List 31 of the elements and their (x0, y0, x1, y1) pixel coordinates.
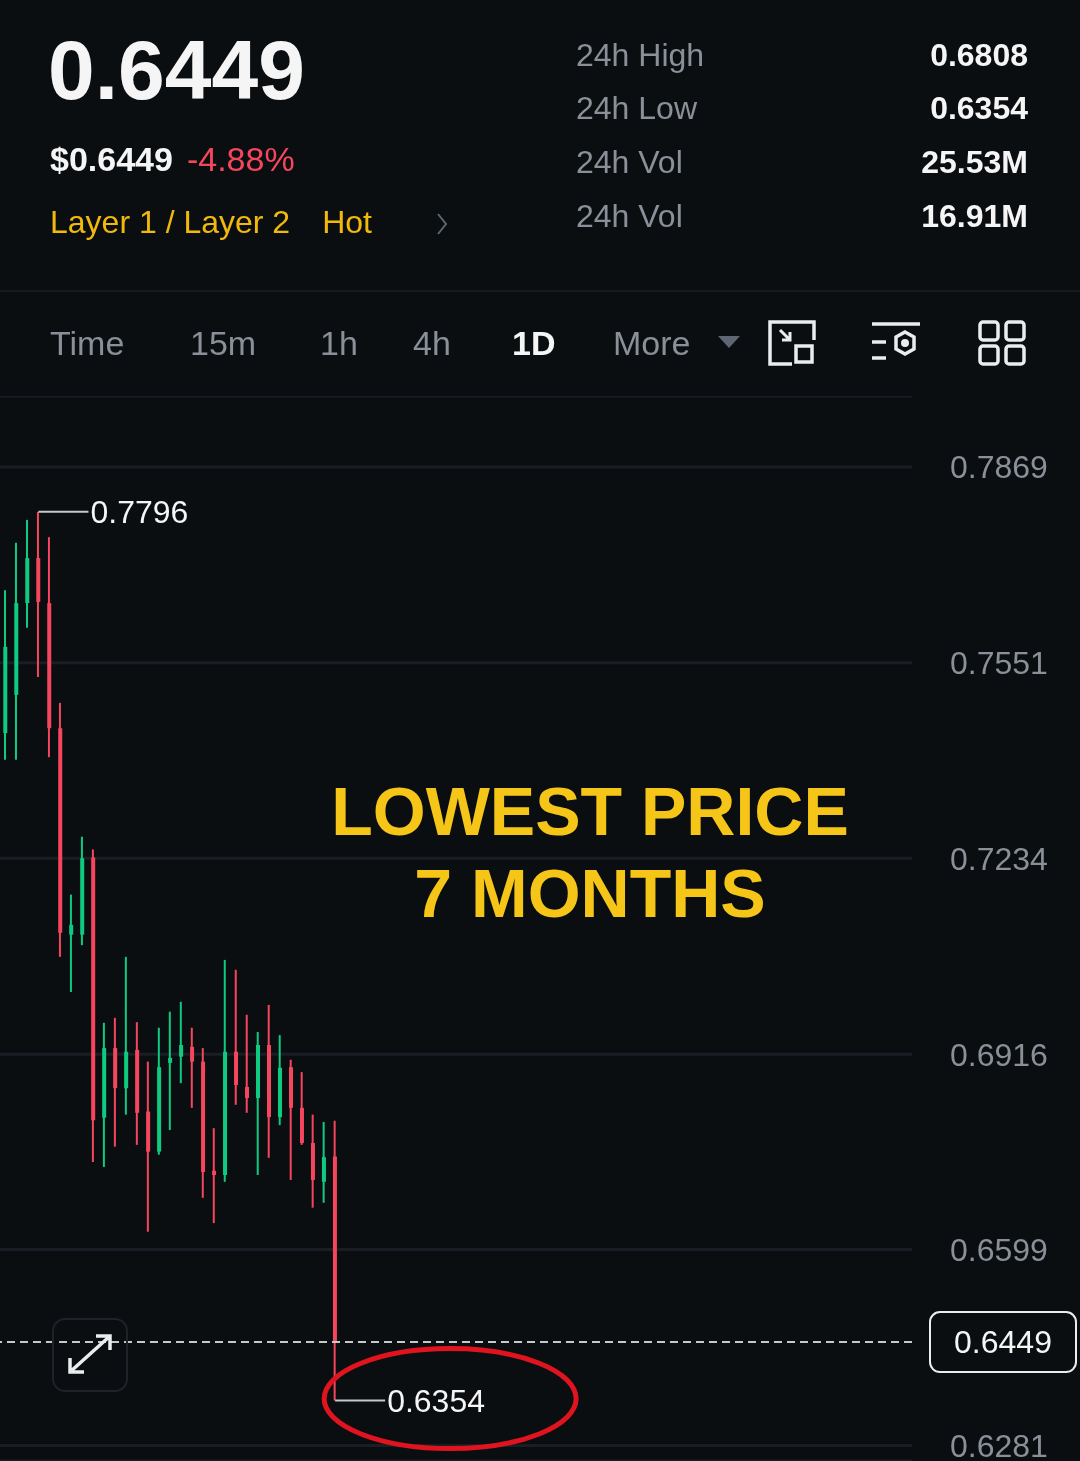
text: -4.88% (186, 140, 295, 178)
text: Hot (322, 204, 372, 240)
annotation: 0.7796 (90, 493, 189, 530)
chart-subtitle: $0.6449 (50, 140, 173, 178)
text: Layer 1 / Layer 2 (50, 204, 291, 240)
y-tick-label: 0.6599 (950, 1231, 1048, 1268)
chart-title: 0.6449 (48, 22, 305, 119)
text: 24h Vol (576, 144, 683, 181)
y-tick-label: 0.6916 (950, 1036, 1048, 1073)
y-tick-label: 0.7234 (950, 840, 1048, 877)
annotation: LOWEST PRICE 7 MONTHS (330, 772, 850, 933)
text: Time (50, 324, 125, 363)
text: 1D (512, 324, 556, 363)
text: 4h (413, 324, 451, 363)
y-tick-label: 0.7551 (950, 645, 1048, 682)
text: 24h Vol (576, 198, 683, 235)
text: 1h (320, 324, 358, 363)
text: 25.53M (921, 144, 1028, 181)
text: 24h High (576, 37, 705, 74)
text: 0.6354 (930, 90, 1028, 127)
candlestick (168, 1011, 173, 1131)
text: 15m (190, 324, 257, 363)
text: 24h Low (576, 90, 697, 127)
text: 16.91M (921, 198, 1028, 235)
ref-line-label: 0.6449 (954, 1324, 1052, 1361)
y-tick-label: 0.6281 (950, 1427, 1048, 1461)
annotation: 0.6354 (387, 1382, 486, 1419)
y-tick-label: 0.7869 (950, 449, 1048, 486)
text: More (613, 324, 691, 363)
candlestick (212, 1128, 217, 1224)
text: 0.6808 (930, 37, 1028, 74)
